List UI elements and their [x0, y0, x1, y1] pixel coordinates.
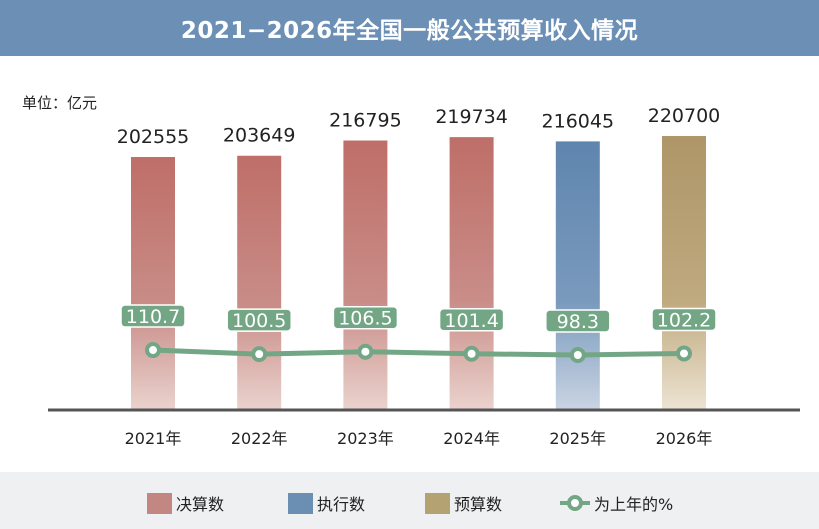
bar-5 [662, 136, 706, 409]
bar-1 [237, 155, 282, 409]
line-label-badge [332, 305, 399, 330]
bar-value-label: 216795 [329, 110, 402, 132]
legend-item-final: 决算数 [147, 491, 224, 515]
legend-label: 为上年的% [594, 495, 674, 514]
bar-value-label: 219734 [435, 106, 508, 128]
line-label-badge [545, 309, 611, 333]
line-point [569, 347, 586, 363]
line-value-label: 98.3 [557, 311, 599, 333]
line-point [676, 345, 692, 362]
unit-label: 单位：亿元 [22, 94, 98, 112]
line-series [152, 347, 685, 358]
legend-swatch [425, 492, 450, 514]
line-value-label: 110.7 [126, 306, 180, 328]
legend-item-executed: 执行数 [288, 491, 365, 515]
line-marker-icon [560, 495, 590, 511]
line-point [251, 346, 268, 363]
legend-swatch [147, 492, 172, 514]
line-value-label: 106.5 [338, 308, 392, 330]
bar-value-label: 203649 [223, 125, 296, 147]
chart-title: 2021−2026年全国一般公共预算收入情况 [0, 0, 819, 56]
bar-value-label: 220700 [648, 105, 721, 127]
legend-label: 决算数 [176, 495, 225, 514]
x-tick-label: 2025年 [549, 429, 606, 448]
legend-item-line: 为上年的% [560, 491, 673, 515]
x-tick-label: 2026年 [656, 429, 713, 448]
line-label-badge [120, 304, 186, 328]
legend-swatch [288, 492, 313, 514]
chart-plot: 202555 2021年 203649 2022年 216795 2023年 219734 2… [48, 105, 800, 448]
legend-label: 执行数 [317, 495, 366, 514]
legend-item-budget: 预算数 [425, 491, 502, 515]
line-label-badge [226, 308, 292, 332]
line-point [145, 342, 161, 359]
bar-value-label: 216045 [542, 110, 615, 132]
bar-4 [555, 141, 600, 410]
bar-0 [131, 157, 175, 409]
bar-2 [343, 140, 388, 409]
x-tick-label: 2023年 [337, 429, 394, 448]
x-tick-label: 2021年 [125, 429, 182, 448]
legend-label: 预算数 [454, 495, 503, 514]
legend: 决算数 执行数 预算数 为上年的% [0, 472, 819, 529]
bar-value-label: 202555 [117, 126, 190, 148]
line-value-label: 101.4 [444, 310, 498, 332]
x-tick-label: 2022年 [231, 429, 288, 448]
line-point [357, 343, 374, 360]
x-tick-label: 2024年 [443, 429, 500, 448]
line-point [463, 345, 480, 362]
line-value-label: 100.5 [232, 310, 286, 332]
bar-3 [449, 137, 494, 409]
line-value-label: 102.2 [657, 309, 711, 331]
line-label-badge [438, 308, 505, 332]
line-label-badge [651, 307, 717, 332]
